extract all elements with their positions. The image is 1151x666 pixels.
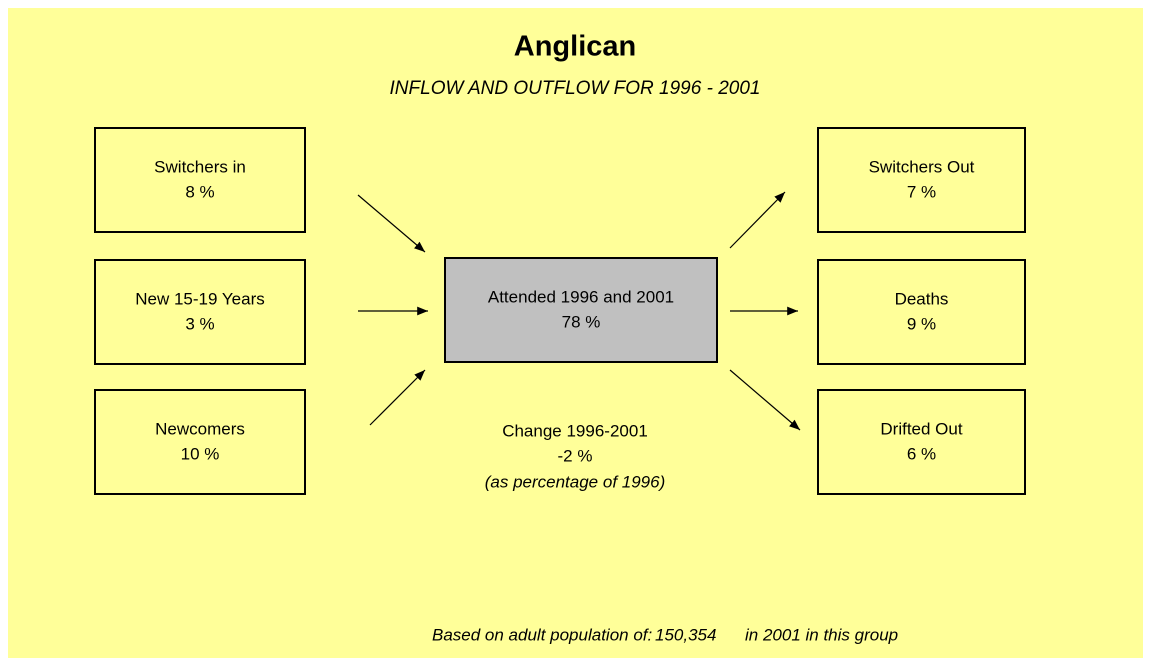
footer-prefix: Based on adult population of: [432, 625, 653, 644]
node-value: 9 % [907, 314, 936, 333]
title: Anglican [514, 31, 636, 63]
arrow [357, 194, 426, 253]
arrows [357, 191, 801, 431]
node-box [94, 259, 306, 365]
footer-suffix: in 2001 in this group [745, 625, 898, 644]
node-value: 6 % [907, 444, 936, 463]
node-box [817, 127, 1026, 233]
subtitle: INFLOW AND OUTFLOW FOR 1996 - 2001 [390, 78, 761, 99]
change-note: (as percentage of 1996) [485, 472, 666, 491]
node-value: 3 % [185, 314, 214, 333]
node-label: Attended 1996 and 2001 [488, 287, 674, 306]
node-box [817, 259, 1026, 365]
arrow [729, 191, 786, 249]
node-label: Drifted Out [880, 419, 962, 438]
arrow [369, 369, 426, 426]
node-label: New 15-19 Years [135, 289, 264, 308]
node-label: Deaths [895, 289, 949, 308]
node-box [817, 389, 1026, 495]
node-label: Newcomers [155, 419, 245, 438]
node-value: 7 % [907, 182, 936, 201]
arrow [729, 369, 801, 431]
node-label: Switchers Out [869, 157, 975, 176]
node-label: Switchers in [154, 157, 246, 176]
change-label: Change 1996-2001 [502, 421, 648, 440]
node-box [94, 389, 306, 495]
node-box [444, 257, 718, 363]
node-value: 8 % [185, 182, 214, 201]
change-value: -2 % [558, 446, 593, 465]
footer-population: 150,354 [655, 625, 716, 644]
node-box [94, 127, 306, 233]
node-value: 78 % [562, 312, 601, 331]
node-value: 10 % [181, 444, 220, 463]
